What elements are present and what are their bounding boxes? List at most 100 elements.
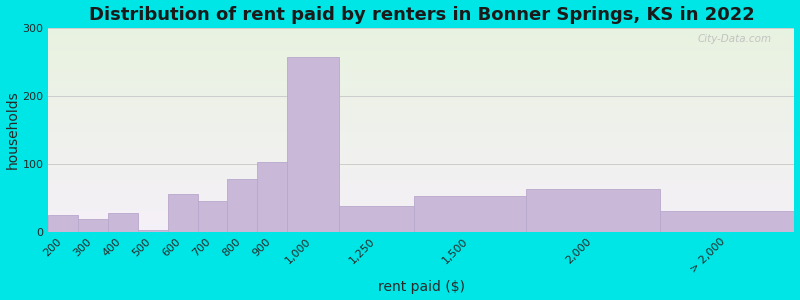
Bar <box>48 210 794 211</box>
Bar <box>48 67 794 68</box>
Bar <box>48 136 794 137</box>
Bar <box>48 93 794 94</box>
Bar <box>48 85 794 86</box>
Bar <box>48 105 794 106</box>
Bar <box>48 80 794 81</box>
Bar <box>48 127 794 128</box>
Bar <box>48 219 794 220</box>
Bar <box>48 102 794 103</box>
Bar <box>48 150 794 151</box>
Bar <box>48 131 794 132</box>
Bar <box>48 198 794 199</box>
Bar <box>48 206 794 207</box>
Bar <box>48 196 794 197</box>
Bar <box>48 165 794 166</box>
Bar <box>48 191 794 192</box>
Text: City-Data.com: City-Data.com <box>698 34 772 44</box>
Bar <box>414 196 526 232</box>
Bar <box>48 128 794 129</box>
Bar <box>48 72 794 73</box>
Bar <box>48 181 794 182</box>
Bar <box>48 103 794 104</box>
Bar <box>48 169 794 170</box>
Bar <box>48 154 794 155</box>
Bar <box>48 82 794 83</box>
Bar <box>48 34 794 35</box>
Bar <box>48 36 794 37</box>
Bar <box>48 59 794 61</box>
Bar <box>48 84 794 85</box>
Bar <box>48 216 794 217</box>
Bar <box>48 86 794 87</box>
Bar <box>48 39 794 40</box>
Bar <box>48 163 794 164</box>
Bar <box>48 83 794 84</box>
Bar <box>48 95 794 96</box>
Bar <box>48 149 794 150</box>
Bar <box>48 42 794 43</box>
Bar <box>48 188 794 189</box>
Bar <box>48 33 794 34</box>
Bar <box>48 40 794 41</box>
Bar <box>48 185 794 186</box>
Bar <box>48 170 794 172</box>
Bar <box>48 118 794 119</box>
Bar <box>48 200 794 201</box>
Bar <box>48 31 794 32</box>
Bar <box>48 41 794 42</box>
Bar <box>48 186 794 187</box>
Bar <box>48 69 794 70</box>
Bar <box>48 121 794 122</box>
Bar <box>48 133 794 134</box>
Bar <box>48 30 794 31</box>
Bar <box>48 98 794 99</box>
Bar <box>48 70 794 71</box>
Bar <box>48 144 794 145</box>
Bar <box>48 153 794 154</box>
Bar <box>48 68 794 69</box>
Bar <box>48 44 794 45</box>
Bar <box>48 94 794 95</box>
Bar <box>48 160 794 161</box>
Bar <box>48 115 794 116</box>
Bar <box>48 28 794 29</box>
Bar <box>48 97 794 98</box>
Bar <box>48 147 794 148</box>
Bar <box>48 32 794 33</box>
Bar <box>48 138 794 139</box>
X-axis label: rent paid ($): rent paid ($) <box>378 280 465 294</box>
Bar <box>48 157 794 158</box>
Bar <box>48 202 794 203</box>
Bar <box>48 134 794 135</box>
Bar <box>48 78 794 79</box>
Bar <box>48 183 794 184</box>
Bar <box>48 151 794 152</box>
Bar <box>48 73 794 74</box>
Bar <box>48 155 794 156</box>
Bar <box>48 116 794 118</box>
Bar <box>48 92 794 93</box>
Bar <box>48 189 794 190</box>
Bar <box>48 77 794 78</box>
Bar <box>48 192 794 193</box>
Bar <box>227 178 258 232</box>
Bar <box>48 46 794 47</box>
Bar <box>48 91 794 92</box>
Bar <box>48 137 794 138</box>
Bar <box>48 119 794 121</box>
Bar <box>48 195 794 196</box>
Bar <box>48 54 794 56</box>
Bar <box>48 229 794 230</box>
Bar <box>48 79 794 80</box>
Bar <box>48 88 794 89</box>
Bar <box>48 173 794 175</box>
Bar <box>48 132 794 133</box>
Bar <box>48 113 794 115</box>
Bar <box>108 213 138 232</box>
Bar <box>48 87 794 88</box>
Y-axis label: households: households <box>6 90 19 169</box>
Bar <box>48 221 794 222</box>
Bar <box>48 159 794 160</box>
Bar <box>48 193 794 194</box>
Bar <box>48 130 794 131</box>
